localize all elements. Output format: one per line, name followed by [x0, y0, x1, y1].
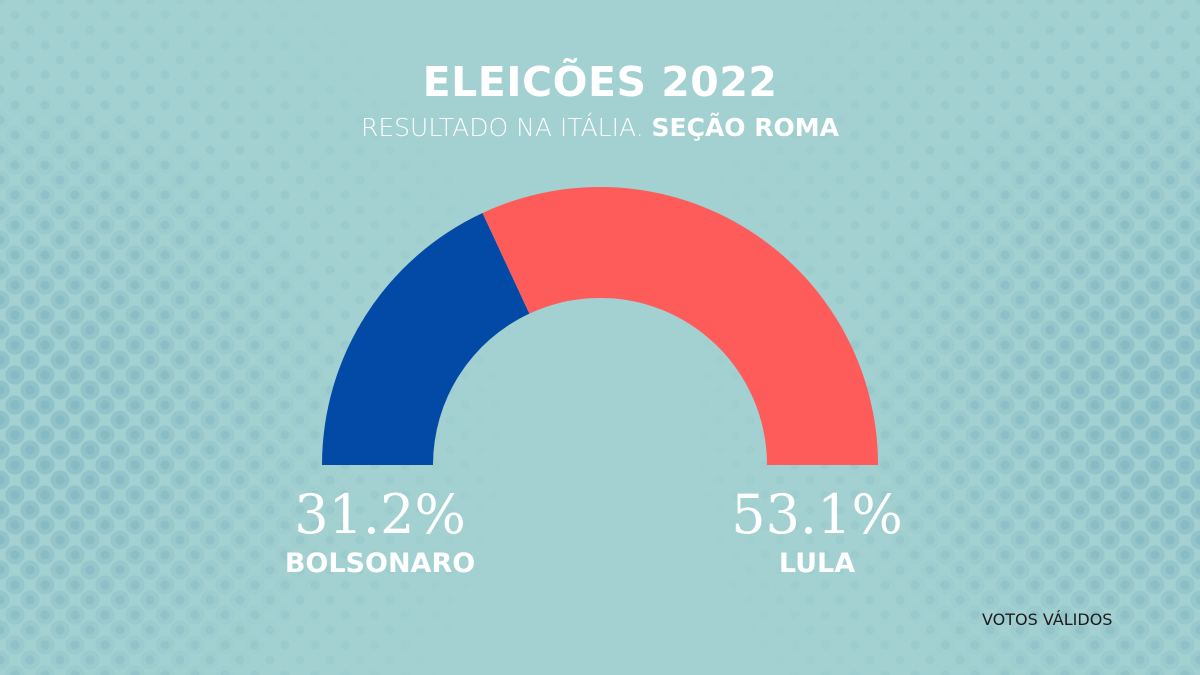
- bolsonaro-label: BOLSONARO: [284, 548, 476, 579]
- subtitle-region: RESULTADO NA ITÁLIA.: [360, 113, 652, 142]
- lula-percent: 53.1%: [731, 483, 903, 546]
- chart-subtitle: RESULTADO NA ITÁLIA. SEÇÃO ROMA: [0, 113, 1200, 142]
- gauge-segment-bolsonaro: [322, 213, 530, 465]
- chart-title: ELEICÕES 2022: [422, 58, 778, 106]
- subtitle-section: SEÇÃO ROMA: [651, 113, 839, 142]
- gauge-segment-lula: [482, 186, 878, 466]
- bolsonaro-percent: 31.2%: [294, 483, 466, 546]
- lula-label: LULA: [778, 548, 856, 579]
- valid-votes-note: VOTOS VÁLIDOS: [982, 610, 1113, 629]
